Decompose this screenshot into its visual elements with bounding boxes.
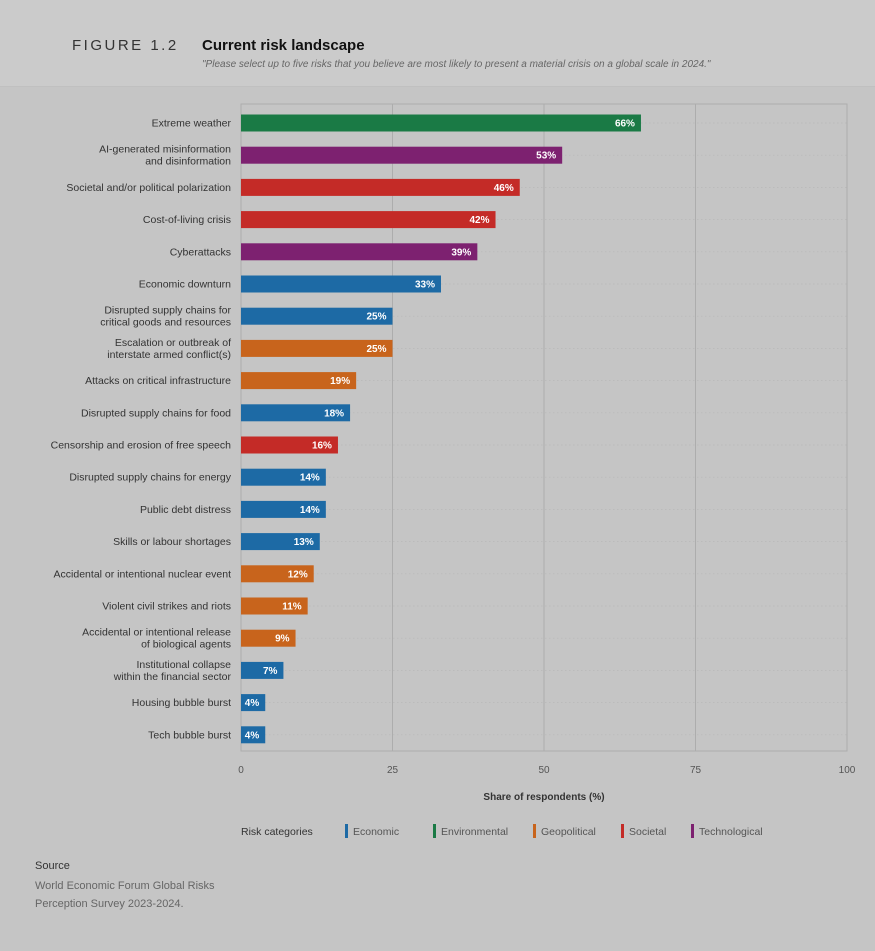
legend-item-label: Economic	[353, 826, 399, 838]
category-label: Cyberattacks	[170, 246, 231, 258]
category-label: Housing bubble burst	[132, 697, 231, 709]
figure-title: Current risk landscape	[202, 37, 365, 54]
bar	[241, 629, 296, 647]
category-label: Violent civil strikes and riots	[102, 601, 231, 613]
bar-value-label: 14%	[300, 505, 320, 516]
legend-item-label: Environmental	[441, 826, 508, 838]
category-label: Skills or labour shortages	[113, 536, 231, 548]
bar-value-label: 42%	[470, 215, 490, 226]
category-label: Accidental or intentional release of biol…	[82, 627, 231, 651]
legend-swatch	[345, 824, 348, 838]
bar	[241, 533, 320, 551]
category-label: Extreme weather	[152, 118, 232, 130]
category-label: Institutional collapse within the financi…	[113, 659, 232, 683]
category-label: Accidental or intentional nuclear event	[54, 568, 232, 580]
bar	[241, 146, 563, 164]
bar	[241, 339, 393, 357]
bar	[241, 404, 351, 422]
x-tick-label: 50	[538, 765, 550, 776]
x-axis-ticks: 0 25 50 75 100	[238, 765, 856, 776]
bar-value-label: 25%	[366, 312, 386, 323]
category-label: Economic downturn	[139, 279, 231, 291]
chart-legend: Risk categories Economic Environmental Geop…	[241, 824, 763, 838]
bar-value-label: 66%	[615, 119, 635, 130]
bar	[241, 661, 284, 679]
source-title: Source	[35, 860, 70, 872]
x-tick-label: 25	[387, 765, 399, 776]
bar-value-label: 4%	[245, 698, 260, 709]
category-label-line: Accidental or intentional release	[82, 627, 231, 639]
category-label: Societal and/or political polarization	[66, 182, 231, 194]
x-axis-label: Share of respondents (%)	[483, 792, 604, 803]
bar	[241, 243, 478, 261]
bar-value-label: 46%	[494, 183, 514, 194]
category-label: Cost-of-living crisis	[143, 214, 231, 226]
bar	[241, 694, 266, 712]
category-label-line: of biological agents	[141, 639, 231, 651]
bar-value-label: 19%	[330, 376, 350, 387]
source-text: World Economic Forum Global Risks Percep…	[35, 880, 215, 910]
bar-value-label: 7%	[263, 666, 278, 677]
category-labels: Extreme weather AI-generated misinformati…	[51, 118, 232, 742]
legend-swatch	[433, 824, 436, 838]
x-tick-label: 75	[690, 765, 702, 776]
figure-label: FIGURE 1.2	[72, 37, 179, 54]
bar-value-label: 33%	[415, 280, 435, 291]
category-label: Disrupted supply chains for critical good…	[100, 305, 231, 329]
category-label: Public debt distress	[140, 504, 231, 516]
x-tick-label: 100	[839, 765, 856, 776]
bar-value-label: 14%	[300, 473, 320, 484]
legend-item-label: Technological	[699, 826, 763, 838]
category-label: AI-generated misinformation and disinform…	[99, 144, 231, 168]
bar-value-label: 25%	[366, 344, 386, 355]
legend-title: Risk categories	[241, 826, 313, 838]
bar-value-label: 39%	[451, 247, 471, 258]
bar-value-label: 11%	[282, 602, 302, 613]
category-label-line: Disrupted supply chains for	[104, 305, 231, 317]
category-label: Censorship and erosion of free speech	[51, 440, 232, 452]
bar	[241, 275, 441, 293]
legend-swatch	[621, 824, 624, 838]
category-label-line: and disinformation	[145, 156, 231, 168]
bar	[241, 500, 326, 518]
category-label: Tech bubble burst	[148, 729, 231, 741]
bar-value-label: 18%	[324, 408, 344, 419]
category-label-line: critical goods and resources	[100, 317, 231, 329]
category-label-line: Escalation or outbreak of	[115, 337, 231, 349]
bar-value-label: 4%	[245, 730, 260, 741]
category-label-line: interstate armed conflict(s)	[107, 349, 231, 361]
bar	[241, 726, 266, 744]
bar	[241, 597, 308, 615]
category-label-line: within the financial sector	[113, 671, 232, 683]
bar	[241, 436, 338, 454]
bar	[241, 178, 520, 196]
bar	[241, 114, 641, 132]
legend-item-label: Geopolitical	[541, 826, 596, 838]
figure-subtitle: "Please select up to five risks that you…	[202, 59, 711, 70]
bar-value-label: 13%	[294, 537, 314, 548]
bar	[241, 211, 496, 229]
bar-value-label: 12%	[288, 569, 308, 580]
chart-bars: 66% 53% 46% 42% 39% 33% 25% 25% 19% 18% 16% 14% 14% 1…	[241, 114, 641, 744]
bar	[241, 372, 357, 390]
bar-value-label: 53%	[536, 151, 556, 162]
category-label: Escalation or outbreak of interstate arme…	[107, 337, 231, 361]
bar-value-label: 9%	[275, 634, 290, 645]
category-label: Disrupted supply chains for energy	[69, 472, 231, 484]
category-label: Attacks on critical infrastructure	[85, 375, 231, 387]
x-tick-label: 0	[238, 765, 244, 776]
category-label-line: Institutional collapse	[136, 659, 231, 671]
legend-swatch	[691, 824, 694, 838]
bar-value-label: 16%	[312, 441, 332, 452]
figure-header: FIGURE 1.2 Current risk landscape "Pleas…	[0, 0, 875, 87]
bar	[241, 565, 314, 583]
legend-item-label: Societal	[629, 826, 666, 838]
bar	[241, 307, 393, 325]
category-label: Disrupted supply chains for food	[81, 407, 231, 419]
bar	[241, 468, 326, 486]
chart-grid	[240, 103, 848, 752]
category-label-line: AI-generated misinformation	[99, 144, 231, 156]
legend-swatch	[533, 824, 536, 838]
